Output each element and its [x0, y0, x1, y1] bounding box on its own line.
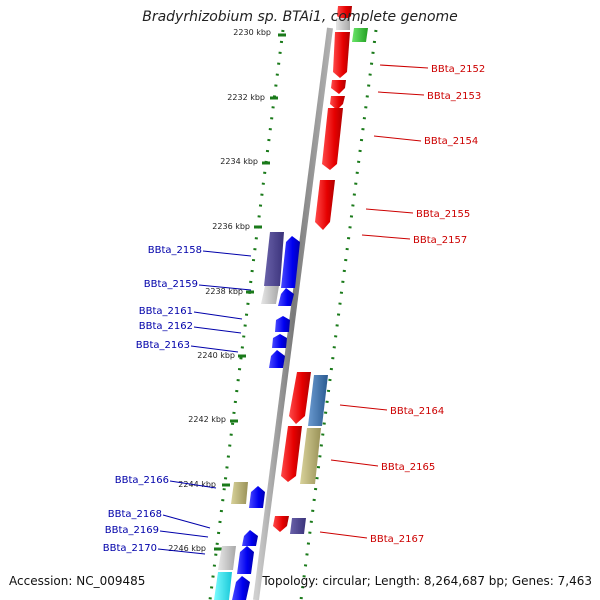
- label-leader: [365, 208, 414, 214]
- label-leader: [157, 548, 206, 555]
- gene-block[interactable]: [289, 372, 311, 424]
- gene-label-bbta-2165[interactable]: BBta_2165: [381, 462, 435, 473]
- label-leader: [193, 326, 242, 334]
- label-leader: [361, 234, 411, 240]
- ruler-label: 2246 kbp: [168, 544, 206, 553]
- gene-label-bbta-2157[interactable]: BBta_2157: [413, 235, 467, 246]
- label-leader: [169, 480, 217, 489]
- gene-label-bbta-2168[interactable]: BBta_2168: [108, 509, 162, 520]
- ruler-label: 2242 kbp: [188, 415, 226, 424]
- gene-block[interactable]: [290, 518, 306, 534]
- gene-block[interactable]: [331, 80, 346, 94]
- gene-block[interactable]: [261, 286, 279, 304]
- reverse-genes: [214, 232, 300, 600]
- label-leader: [319, 531, 368, 539]
- label-leader: [162, 514, 211, 529]
- gene-block[interactable]: [308, 375, 328, 426]
- gene-block[interactable]: [231, 482, 248, 504]
- forward-genes: [273, 6, 368, 534]
- gene-block[interactable]: [300, 428, 321, 484]
- gene-block[interactable]: [269, 350, 285, 368]
- ruler: 2230 kbp 2232 kbp 2234 kbp 2236 kbp 2238…: [168, 28, 286, 553]
- gene-label-bbta-2153[interactable]: BBta_2153: [427, 91, 481, 102]
- label-leader: [202, 250, 252, 257]
- gene-label-bbta-2158[interactable]: BBta_2158: [148, 245, 202, 256]
- genome-summary-text: Topology: circular; Length: 8,264,687 bp…: [262, 574, 592, 588]
- gene-block[interactable]: [330, 96, 345, 110]
- gene-label-bbta-2152[interactable]: BBta_2152: [431, 64, 485, 75]
- label-leader: [377, 91, 425, 96]
- ruler-label: 2232 kbp: [227, 93, 265, 102]
- label-leader: [190, 345, 239, 353]
- gene-label-bbta-2169[interactable]: BBta_2169: [105, 525, 159, 536]
- gene-label-bbta-2163[interactable]: BBta_2163: [136, 340, 190, 351]
- gene-block[interactable]: [237, 546, 254, 574]
- gene-block[interactable]: [278, 288, 294, 306]
- left-dotted-track: [208, 29, 285, 600]
- gene-block[interactable]: [315, 180, 335, 230]
- genome-backbone: [253, 27, 333, 600]
- label-leader: [198, 284, 252, 291]
- gene-label-bbta-2167[interactable]: BBta_2167: [370, 534, 424, 545]
- gene-block[interactable]: [232, 576, 250, 600]
- label-leader: [193, 311, 243, 320]
- gene-block[interactable]: [322, 108, 343, 170]
- gene-label-bbta-2154[interactable]: BBta_2154: [424, 136, 478, 147]
- gene-block[interactable]: [214, 572, 232, 600]
- gene-block[interactable]: [273, 516, 289, 532]
- ruler-label: 2230 kbp: [233, 28, 271, 37]
- label-leader: [159, 530, 209, 538]
- gene-label-bbta-2161[interactable]: BBta_2161: [139, 306, 193, 317]
- ruler-label: 2244 kbp: [178, 480, 216, 489]
- gene-block[interactable]: [281, 236, 300, 288]
- gene-block[interactable]: [333, 32, 350, 78]
- gene-block[interactable]: [218, 546, 236, 570]
- ruler-label: 2238 kbp: [205, 287, 243, 296]
- gene-label-bbta-2162[interactable]: BBta_2162: [139, 321, 193, 332]
- gene-label-bbta-2170[interactable]: BBta_2170: [103, 543, 157, 554]
- forward-gene-labels: BBta_2152 BBta_2153 BBta_2154 BBta_2155 …: [319, 64, 485, 545]
- gene-block[interactable]: [272, 334, 287, 348]
- gene-block[interactable]: [275, 316, 290, 332]
- gene-block[interactable]: [264, 232, 284, 286]
- gene-block[interactable]: [249, 486, 265, 508]
- ruler-label: 2236 kbp: [212, 222, 250, 231]
- ruler-label: 2234 kbp: [220, 157, 258, 166]
- gene-label-bbta-2159[interactable]: BBta_2159: [144, 279, 198, 290]
- gene-block[interactable]: [336, 18, 350, 30]
- label-leader: [373, 135, 422, 142]
- genome-title: Bradyrhizobium sp. BTAi1, complete genom…: [142, 9, 458, 25]
- label-leader: [330, 459, 379, 467]
- ruler-label: 2240 kbp: [197, 351, 235, 360]
- gene-block[interactable]: [281, 426, 302, 482]
- gene-label-bbta-2155[interactable]: BBta_2155: [416, 209, 470, 220]
- gene-block[interactable]: [242, 530, 258, 546]
- gene-label-bbta-2164[interactable]: BBta_2164: [390, 406, 444, 417]
- reverse-gene-labels: BBta_2158 BBta_2159 BBta_2161 BBta_2162 …: [103, 245, 252, 555]
- right-dotted-track: [299, 29, 378, 600]
- gene-label-bbta-2166[interactable]: BBta_2166: [115, 475, 169, 486]
- gene-block[interactable]: [352, 28, 368, 42]
- accession-text: Accession: NC_009485: [9, 574, 146, 588]
- label-leader: [379, 64, 429, 69]
- label-leader: [339, 404, 388, 411]
